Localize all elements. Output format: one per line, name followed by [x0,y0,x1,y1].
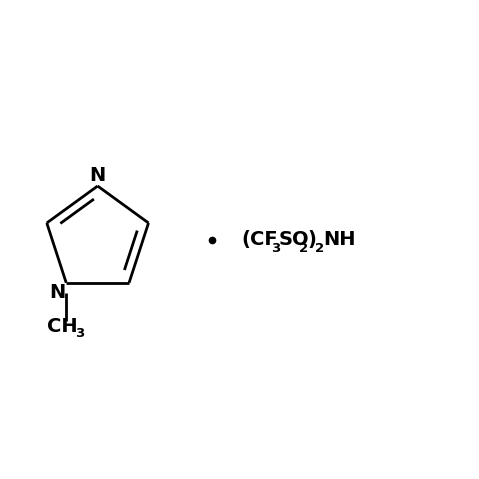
Text: 3: 3 [76,327,85,340]
Text: ): ) [308,230,317,249]
Text: 2: 2 [315,242,324,255]
Text: (: ( [242,230,251,249]
Text: N: N [50,283,66,302]
Text: CH: CH [47,318,78,336]
Text: 3: 3 [271,242,280,255]
Text: N: N [90,166,106,185]
Text: SO: SO [279,230,309,249]
Text: 2: 2 [299,242,308,255]
Text: CF: CF [250,230,278,249]
Text: NH: NH [324,230,356,249]
